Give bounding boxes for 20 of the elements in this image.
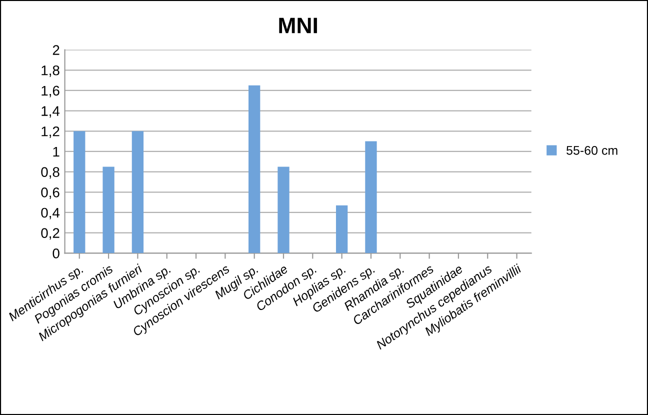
y-tick-label: 1 <box>53 146 60 157</box>
bar <box>365 141 377 254</box>
y-tick-label: 1,8 <box>42 65 60 77</box>
y-tick-label: 0,8 <box>41 167 60 179</box>
y-tick-label: 1,6 <box>42 86 60 98</box>
y-tick-label: 0 <box>52 248 60 258</box>
bar <box>102 166 114 254</box>
y-tick-label: 0,6 <box>41 187 60 199</box>
legend-label: 55-60 cm <box>566 146 618 155</box>
bar <box>74 131 86 254</box>
y-tick-label: 0,4 <box>41 208 60 220</box>
bar <box>278 166 290 254</box>
bar <box>248 85 260 254</box>
y-tick-label: 1,2 <box>42 126 60 138</box>
y-tick-label: 2 <box>52 45 60 55</box>
bar <box>336 205 348 254</box>
y-tick-label: 1,4 <box>42 106 60 118</box>
y-tick-label: 0,2 <box>41 228 60 240</box>
bar <box>132 131 144 254</box>
chart-title: MNI <box>279 18 317 34</box>
